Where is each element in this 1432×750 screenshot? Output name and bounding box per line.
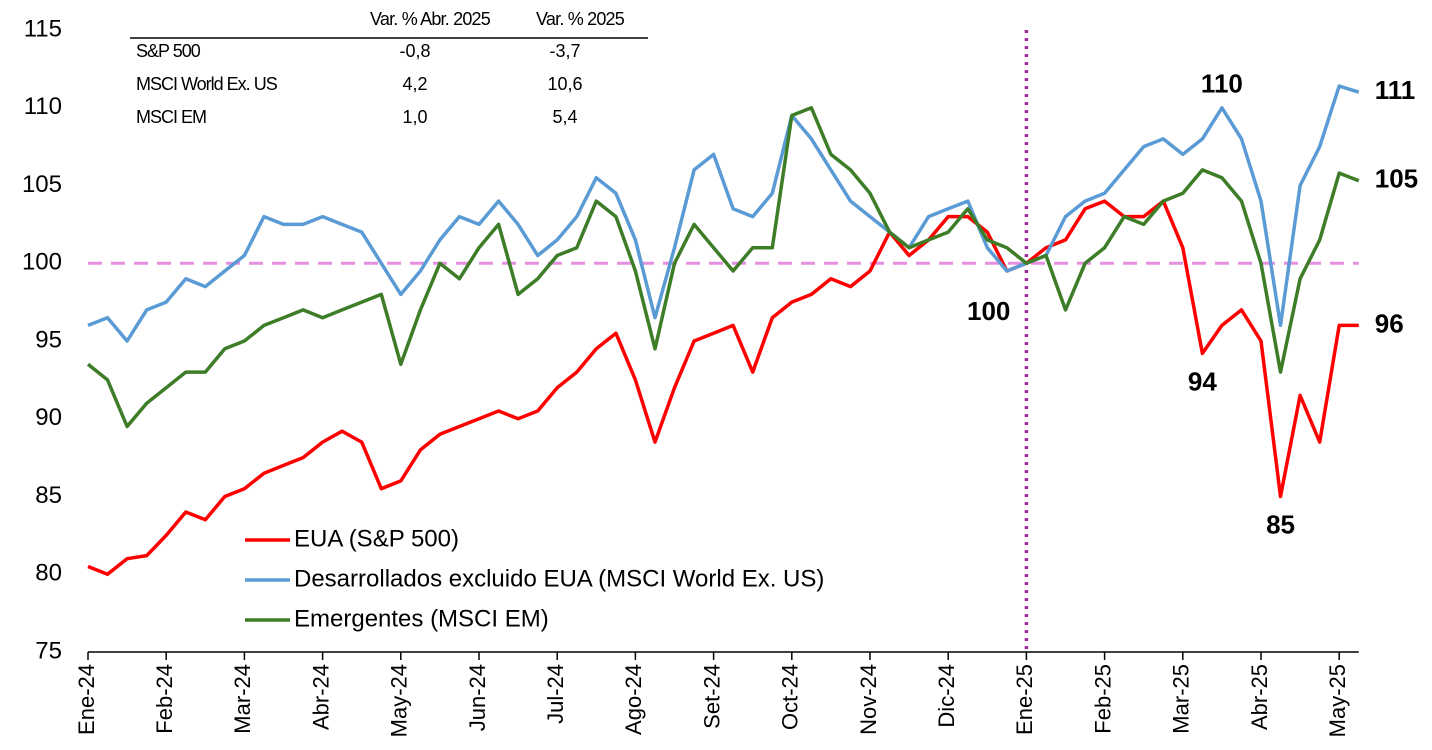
data-label: 110 — [1201, 69, 1243, 99]
table-row-name: S&P 500 — [136, 41, 201, 61]
x-tick-label: May-24 — [387, 664, 412, 737]
table-cell: -3,7 — [549, 41, 580, 61]
y-tick-label: 80 — [35, 560, 62, 587]
table-header: Var. % Abr. 2025 — [370, 9, 491, 29]
table-cell: 1,0 — [402, 107, 427, 127]
x-tick-label: Dic-24 — [934, 664, 959, 728]
x-tick-label: Abr-24 — [308, 664, 333, 730]
x-tick-label: Nov-24 — [856, 664, 881, 735]
y-tick-label: 95 — [35, 326, 62, 353]
x-tick-label: Mar-24 — [230, 664, 255, 734]
x-tick-label: Jun-24 — [465, 664, 490, 731]
data-label: 94 — [1188, 366, 1217, 396]
series-line — [87, 84, 1360, 343]
table-row-name: MSCI EM — [136, 107, 206, 127]
table-header: Var. % 2025 — [536, 9, 625, 29]
legend-label: EUA (S&P 500) — [294, 525, 459, 552]
x-tick-label: Feb-25 — [1090, 664, 1115, 734]
series-line — [87, 199, 1359, 577]
data-label: 85 — [1266, 509, 1295, 539]
y-tick-label: 100 — [22, 249, 62, 276]
x-tick-label: Ago-24 — [621, 664, 646, 735]
legend-label: Emergentes (MSCI EM) — [294, 605, 549, 632]
legend-label: Desarrollados excluido EUA (MSCI World E… — [294, 565, 824, 592]
x-tick-label: Ene-24 — [74, 664, 99, 735]
table-cell: 4,2 — [402, 74, 427, 94]
x-tick-label: Jul-24 — [543, 664, 568, 724]
y-tick-label: 110 — [24, 93, 62, 120]
table-row-name: MSCI World Ex. US — [136, 74, 278, 94]
y-tick-label: 115 — [24, 15, 62, 42]
x-tick-label: Feb-24 — [152, 664, 177, 734]
x-tick-label: Mar-25 — [1169, 664, 1194, 734]
table-cell: -0,8 — [399, 41, 430, 61]
y-tick-label: 85 — [35, 482, 62, 509]
data-label: 111 — [1375, 75, 1416, 105]
table-cell: 10,6 — [547, 74, 582, 94]
series-line — [86, 106, 1360, 429]
x-tick-label: Abr-25 — [1247, 664, 1272, 730]
x-tick-label: Set-24 — [699, 664, 724, 729]
data-label: 105 — [1375, 164, 1418, 194]
y-tick-label: 75 — [35, 637, 62, 664]
data-label: 96 — [1375, 308, 1404, 338]
table-cell: 5,4 — [552, 107, 577, 127]
y-tick-label: 90 — [35, 404, 62, 431]
x-tick-label: Oct-24 — [778, 664, 803, 730]
reference-label: 100 — [967, 296, 1010, 326]
x-tick-label: Ene-25 — [1012, 664, 1037, 735]
y-tick-label: 105 — [22, 171, 62, 198]
x-tick-label: May-25 — [1325, 664, 1350, 737]
